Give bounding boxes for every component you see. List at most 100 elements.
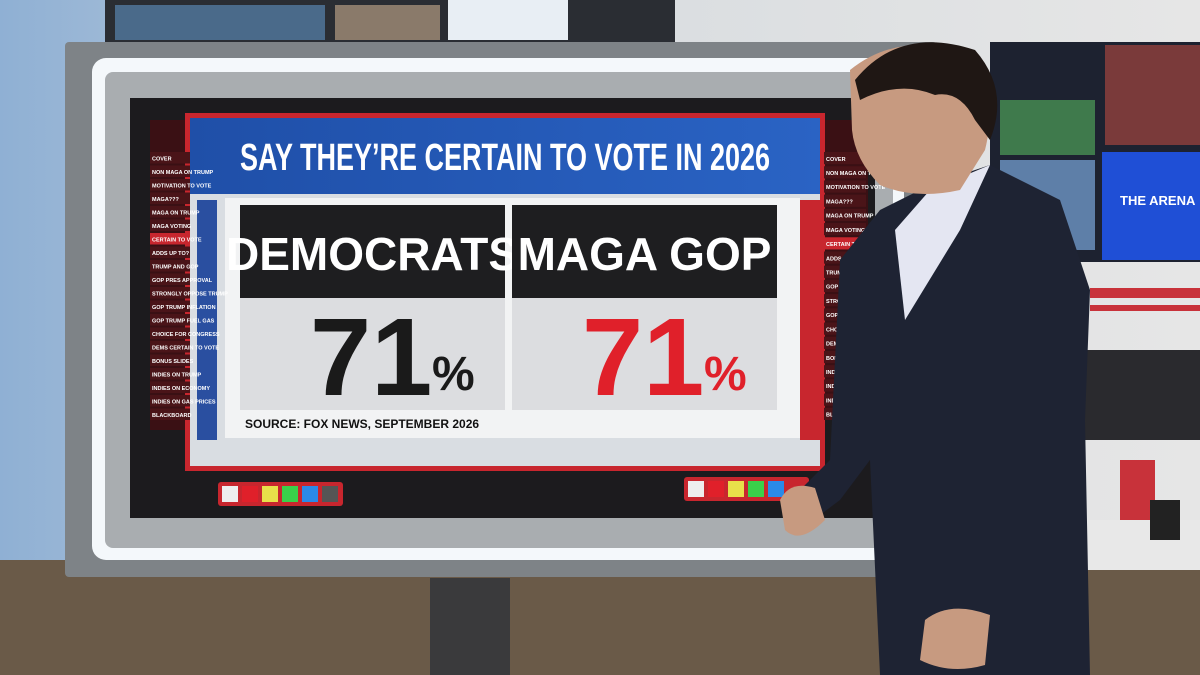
monitor — [448, 0, 568, 40]
tool[interactable] — [768, 481, 784, 497]
menu-item-bg — [150, 300, 190, 312]
panel-value: 71 — [310, 296, 432, 419]
tool[interactable] — [728, 481, 744, 497]
source: SOURCE: FOX NEWS, SEPTEMBER 2026 — [245, 417, 479, 431]
menu-item[interactable]: ADDS UP TO? — [150, 246, 190, 259]
menu-item-label: TRUMP AND GOP — [152, 264, 199, 270]
menu-item-bg — [150, 341, 190, 353]
wall-stripe — [1090, 305, 1200, 311]
hand — [780, 485, 825, 536]
menu-item-label: MAGA ON TRUMP — [152, 210, 200, 216]
menu-item[interactable]: BLACKBOARD — [150, 408, 191, 421]
menu-item[interactable]: MAGA ON TRUMP — [150, 206, 200, 218]
menu-item[interactable]: TRUMP AND GOP — [150, 260, 199, 272]
menu-item[interactable]: MOTIVATION TO VOTE — [150, 179, 212, 191]
menu-item[interactable]: MAGA VOTING — [150, 219, 191, 232]
screen-stand — [430, 578, 510, 675]
menu-item-label: MAGA ON TRUMP — [826, 214, 874, 220]
toolbar[interactable] — [218, 482, 343, 506]
menu-item[interactable]: GOP TRUMP INFLATION — [150, 300, 216, 313]
menu-item-bg — [150, 179, 190, 191]
menu-item[interactable]: GOP PRES APPROVAL — [150, 273, 213, 286]
menu-item[interactable]: NON MAGA ON TRUMP — [824, 166, 888, 179]
menu-item-label: ADDS UP TO? — [152, 251, 190, 257]
menu-item-label: NON MAGA ON TRUMP — [826, 171, 888, 177]
menu-item-label: STRONGLY OPPOSE TRUMP — [152, 291, 228, 297]
tool[interactable] — [322, 486, 338, 502]
menu-item[interactable]: BONUS SLIDES — [150, 354, 194, 367]
chart-title: SAY THEY’RE CERTAIN TO VOTE IN 2026 — [240, 137, 770, 179]
tool[interactable] — [242, 486, 258, 502]
menu-item[interactable]: COVER — [824, 152, 866, 165]
menu-item-bg — [150, 260, 190, 272]
monitor-text: THE ARENA — [1120, 193, 1196, 208]
menu-item-bg — [150, 233, 190, 245]
menu-item[interactable]: MAGA??? — [150, 192, 190, 205]
cup — [1150, 500, 1180, 540]
menu-item-bg — [824, 208, 866, 222]
menu-item[interactable]: MAGA ON TRUMP — [824, 208, 874, 222]
menu-item[interactable]: INDIES ON GAS PRICES — [150, 395, 216, 407]
menu-item-label: MAGA??? — [826, 199, 854, 205]
panel-body — [512, 298, 777, 410]
menu-item[interactable]: DEMS CERTAIN TO VOTE — [150, 341, 219, 353]
menu-item[interactable]: CERTAIN TO VOTE — [150, 233, 202, 245]
menu-item[interactable]: INDIES ON TRUMP — [150, 368, 202, 380]
menu-item-label: GOP TRUMP FUEL GAS — [152, 318, 215, 324]
menu-item-label: COVER — [152, 156, 172, 162]
menu-item-label: MAGA??? — [152, 197, 180, 203]
menu-item[interactable]: MOTIVATION TO VOTE — [824, 180, 886, 193]
menu-item-bg — [824, 194, 866, 207]
hair — [855, 42, 998, 140]
menu-item[interactable]: CHOICE FOR CONGRESS — [150, 327, 220, 340]
menu-item-bg — [150, 273, 190, 285]
tool[interactable] — [688, 481, 704, 497]
menu-item-bg — [824, 166, 866, 179]
menu-item[interactable]: INDIES ON ECONOMY — [150, 381, 210, 394]
menu-item-label: CERTAIN TO VOTE — [826, 242, 876, 248]
menu-item[interactable]: STRONGLY OPPOSE TRUMP — [150, 287, 228, 299]
menu-item[interactable]: COVER — [150, 152, 190, 164]
desk — [1075, 520, 1200, 570]
menu-item-label: CERTAIN TO VOTE — [152, 237, 202, 243]
wall-stripe — [1090, 288, 1200, 298]
menu-item-bg — [150, 408, 190, 420]
toolbar[interactable] — [684, 477, 809, 501]
menu-item-bg — [824, 152, 866, 165]
menu-item[interactable]: MAGA VOTING — [824, 223, 866, 236]
menu-item-label: MAGA VOTING — [826, 228, 865, 234]
panel-unit: % — [704, 348, 747, 401]
menu-item-bg — [150, 219, 190, 231]
menu-item-bg — [150, 381, 190, 393]
menu-item[interactable]: NON MAGA ON TRUMP — [150, 165, 214, 178]
star-strip — [197, 200, 217, 440]
tool[interactable] — [302, 486, 318, 502]
suit — [790, 165, 1090, 675]
menu-item-label: COVER — [826, 157, 846, 163]
menu-item-label: MOTIVATION TO VOTE — [826, 185, 886, 191]
star-strip — [800, 200, 820, 440]
presenter — [780, 42, 1090, 675]
menu-item-bg — [150, 206, 190, 218]
menu-item[interactable]: MAGA??? — [824, 194, 866, 207]
tool[interactable] — [748, 481, 764, 497]
panel-header — [512, 205, 777, 298]
panel-label: MAGA GOP — [518, 228, 772, 280]
tool[interactable] — [282, 486, 298, 502]
menu-item-label: GOP PRES APPROVAL — [152, 278, 213, 284]
shirt — [895, 165, 990, 320]
menu-item-label: BONUS SLIDES — [152, 359, 194, 365]
menu-item-bg — [150, 314, 190, 326]
monitor — [1000, 100, 1095, 155]
menu-item-bg — [150, 287, 190, 299]
tool[interactable] — [222, 486, 238, 502]
menu-item-bg — [150, 327, 190, 339]
menu-item-label: NON MAGA ON TRUMP — [152, 170, 214, 176]
popcorn — [1120, 460, 1155, 520]
menu-item[interactable]: GOP TRUMP FUEL GAS — [150, 314, 215, 326]
tool[interactable] — [262, 486, 278, 502]
tool[interactable] — [708, 481, 724, 497]
menu-item-label: MOTIVATION TO VOTE — [152, 183, 212, 189]
monitor — [1102, 152, 1200, 260]
